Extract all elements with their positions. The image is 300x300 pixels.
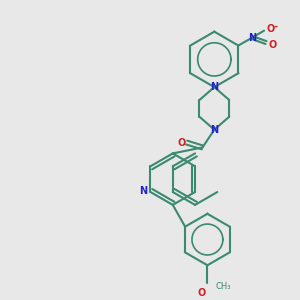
Text: O: O <box>268 40 276 50</box>
Text: O: O <box>178 137 186 148</box>
Text: O: O <box>266 24 274 34</box>
Text: N: N <box>140 186 148 196</box>
Text: N: N <box>210 82 218 92</box>
Text: CH₃: CH₃ <box>215 281 231 290</box>
Text: N: N <box>248 33 256 43</box>
Text: -: - <box>274 22 278 32</box>
Text: O: O <box>197 288 206 298</box>
Text: N: N <box>210 125 218 135</box>
